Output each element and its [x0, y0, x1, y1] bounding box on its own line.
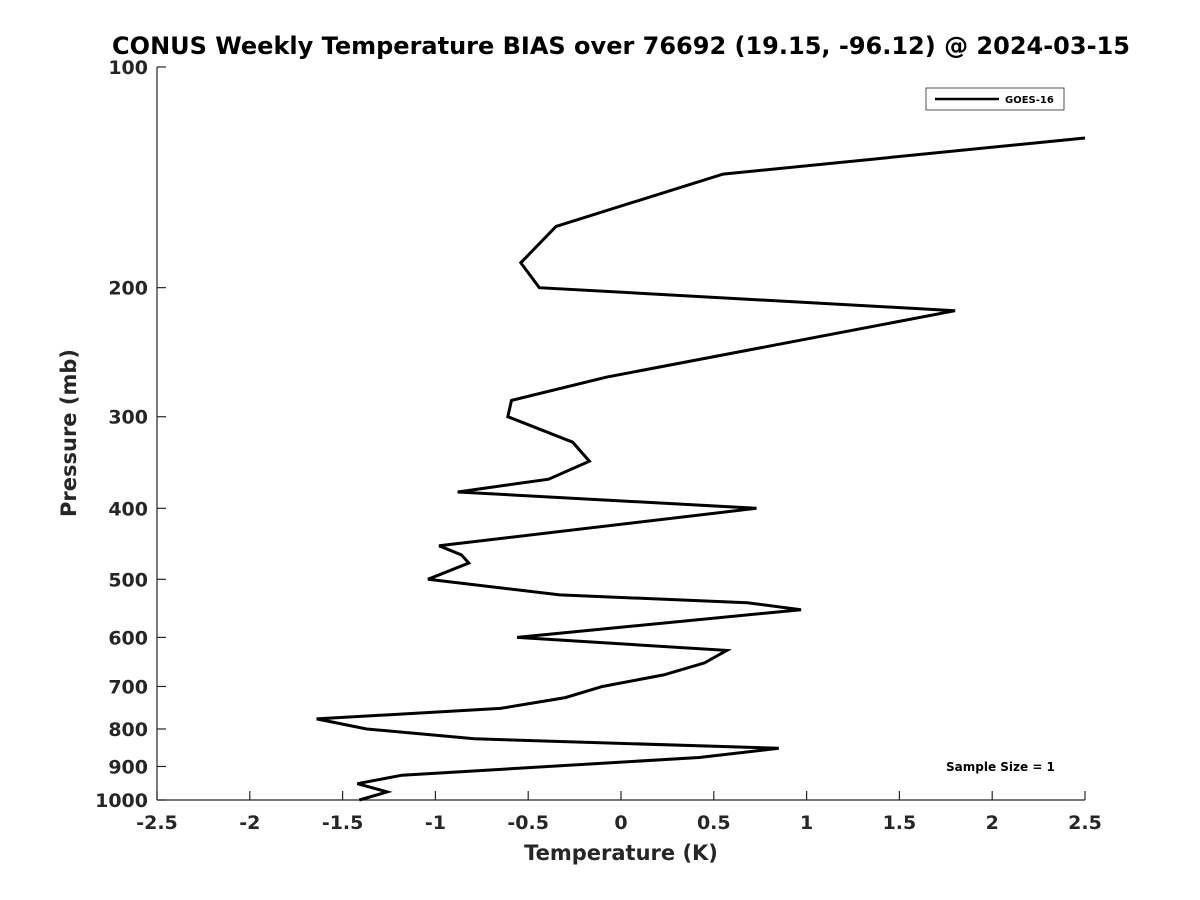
x-axis-ticks: -2.5 -2 -1.5 -1 -0.5 0 0.5 1 1.5 2 2.5 — [136, 791, 1102, 834]
x-tick-label: 2 — [986, 812, 999, 834]
x-tick-label: -2.5 — [136, 812, 178, 834]
y-axis-ticks: 100 200 300 400 500 600 700 800 900 1000 — [95, 57, 166, 812]
x-tick-label: -0.5 — [507, 812, 549, 834]
x-tick-label: 1.5 — [883, 812, 917, 834]
y-tick-label: 1000 — [95, 790, 148, 812]
legend: GOES-16 — [925, 87, 1065, 111]
y-axis-label: Pressure (mb) — [57, 349, 81, 517]
x-tick-label: -1.5 — [322, 812, 364, 834]
x-tick-label: -1 — [425, 812, 446, 834]
y-tick-label: 400 — [108, 498, 148, 520]
y-tick-label: 800 — [108, 719, 148, 741]
y-tick-label: 700 — [108, 676, 148, 698]
y-tick-label: 600 — [108, 627, 148, 649]
series-line-goes-16 — [316, 136, 1086, 802]
y-tick-label: 300 — [108, 407, 148, 429]
x-tick-label: -2 — [239, 812, 260, 834]
legend-entry-goes-16: GOES-16 — [1005, 95, 1054, 106]
y-tick-label: 200 — [108, 278, 148, 300]
y-tick-label: 500 — [108, 569, 148, 591]
sample-size-annotation: Sample Size = 1 — [946, 760, 1055, 774]
plot-area — [157, 67, 1085, 800]
y-tick-label: 100 — [108, 57, 148, 79]
x-axis-label: Temperature (K) — [524, 841, 718, 865]
chart-title: CONUS Weekly Temperature BIAS over 76692… — [112, 32, 1130, 60]
x-tick-label: 0 — [614, 812, 627, 834]
x-tick-label: 0.5 — [697, 812, 731, 834]
x-tick-label: 1 — [800, 812, 813, 834]
y-tick-label: 900 — [108, 756, 148, 778]
series-layer — [316, 136, 1086, 802]
x-tick-label: 2.5 — [1068, 812, 1102, 834]
